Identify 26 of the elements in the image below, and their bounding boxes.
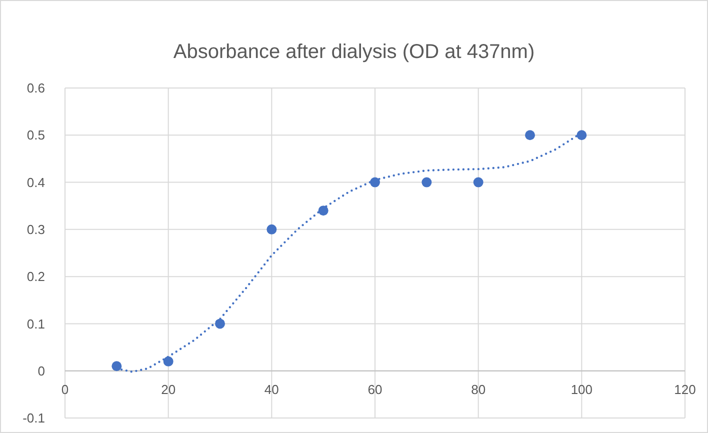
y-tick-label: 0.2 xyxy=(26,269,45,284)
chart-title: Absorbance after dialysis (OD at 437nm) xyxy=(173,41,535,63)
point xyxy=(422,177,432,188)
point xyxy=(266,224,277,234)
x-tick-label: 100 xyxy=(570,382,593,397)
point xyxy=(525,130,535,140)
x-tick-label: 0 xyxy=(61,382,69,397)
point xyxy=(163,356,174,366)
y-tick-label: 0.4 xyxy=(26,174,45,190)
y-tick-label: 0.6 xyxy=(26,80,45,96)
x-tick-label: 20 xyxy=(161,382,176,397)
x-tick-label: 40 xyxy=(264,382,279,397)
point xyxy=(370,177,380,188)
y-tick-label: 0 xyxy=(38,363,45,378)
x-tick-label: 80 xyxy=(471,382,486,397)
x-tick-label: 60 xyxy=(368,382,382,397)
y-tick-label: 0.3 xyxy=(26,222,45,237)
point xyxy=(112,361,122,372)
point xyxy=(473,177,484,188)
x-tick-label: 120 xyxy=(674,382,696,397)
point xyxy=(576,130,587,140)
y-tick-label: -0.1 xyxy=(22,410,45,426)
y-tick-label: 0.1 xyxy=(26,316,45,332)
y-tick-label: 0.5 xyxy=(26,128,45,143)
point xyxy=(318,206,328,216)
point xyxy=(215,318,225,329)
